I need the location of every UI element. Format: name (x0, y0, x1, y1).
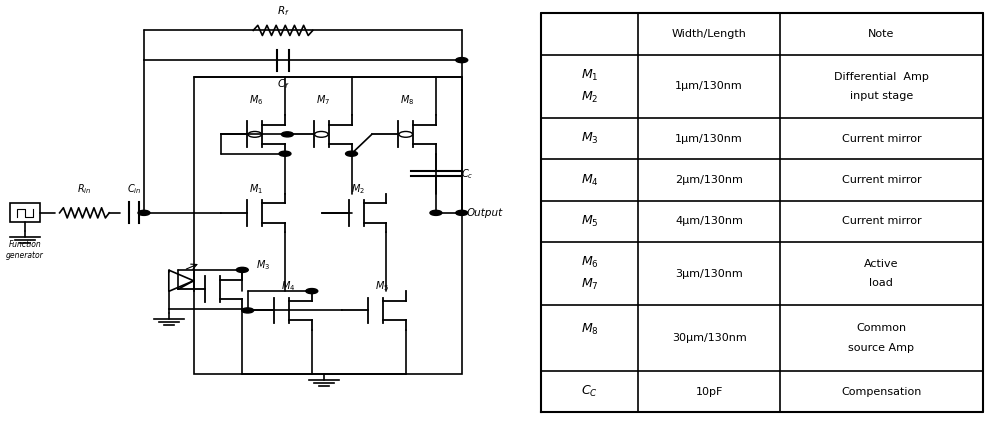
Text: Note: Note (868, 29, 895, 39)
Text: $M_2$: $M_2$ (581, 90, 599, 105)
Text: 4μm/130nm: 4μm/130nm (675, 216, 743, 226)
Text: $C_C$: $C_C$ (581, 384, 598, 399)
Text: Active: Active (864, 259, 899, 269)
Text: $M_5$: $M_5$ (581, 213, 599, 229)
FancyBboxPatch shape (194, 77, 462, 374)
Text: Common: Common (856, 323, 907, 333)
Text: $M_4$: $M_4$ (581, 173, 599, 187)
Text: $M_3$: $M_3$ (581, 131, 599, 146)
Circle shape (306, 289, 318, 294)
Text: 30μm/130nm: 30μm/130nm (671, 333, 747, 343)
Circle shape (241, 308, 253, 313)
FancyBboxPatch shape (10, 203, 40, 222)
Circle shape (281, 132, 293, 137)
Text: $C_{in}$: $C_{in}$ (127, 182, 141, 196)
Text: Differential  Amp: Differential Amp (834, 72, 928, 82)
Circle shape (456, 210, 468, 215)
Text: 1μm/130nm: 1μm/130nm (675, 82, 743, 91)
Circle shape (279, 151, 291, 156)
Text: 1μm/130nm: 1μm/130nm (675, 134, 743, 144)
Text: $M_4$: $M_4$ (281, 280, 295, 294)
Text: Current mirror: Current mirror (842, 175, 922, 185)
Text: $M_1$: $M_1$ (581, 68, 599, 83)
Text: source Amp: source Amp (848, 343, 915, 353)
Text: 2μm/130nm: 2μm/130nm (675, 175, 743, 185)
Text: input stage: input stage (850, 91, 913, 101)
Text: Current mirror: Current mirror (842, 216, 922, 226)
Text: $C_c$: $C_c$ (461, 167, 474, 181)
Text: $M_7$: $M_7$ (316, 93, 330, 107)
Circle shape (346, 151, 357, 156)
Text: $M_5$: $M_5$ (375, 280, 389, 294)
Circle shape (456, 57, 468, 62)
Text: Compensation: Compensation (841, 387, 922, 397)
Circle shape (236, 267, 248, 272)
Text: 10pF: 10pF (695, 387, 723, 397)
Text: $M_3$: $M_3$ (256, 258, 270, 272)
Text: Current mirror: Current mirror (842, 134, 922, 144)
Circle shape (138, 210, 150, 215)
Text: Output: Output (467, 208, 503, 218)
Text: $M_1$: $M_1$ (249, 182, 263, 196)
Text: $M_6$: $M_6$ (581, 255, 599, 270)
Text: $M_6$: $M_6$ (249, 93, 263, 107)
Text: Width/Length: Width/Length (671, 29, 747, 39)
Text: $M_7$: $M_7$ (581, 277, 599, 292)
Circle shape (430, 210, 442, 215)
Text: 3μm/130nm: 3μm/130nm (675, 269, 743, 278)
Text: Function
generator: Function generator (6, 241, 44, 260)
Text: $M_8$: $M_8$ (581, 322, 599, 337)
Text: $M_2$: $M_2$ (351, 182, 364, 196)
Text: load: load (870, 278, 894, 288)
Text: $M_8$: $M_8$ (400, 93, 414, 107)
Text: $C_f$: $C_f$ (277, 77, 289, 91)
Text: $R_{in}$: $R_{in}$ (77, 182, 91, 196)
Text: $R_f$: $R_f$ (277, 4, 289, 18)
